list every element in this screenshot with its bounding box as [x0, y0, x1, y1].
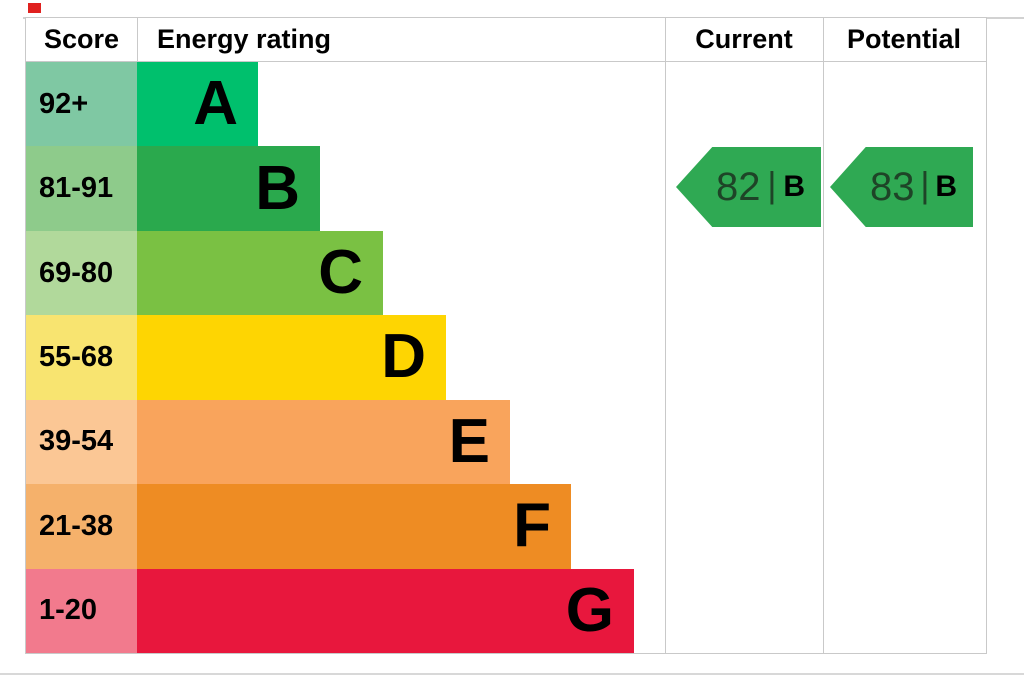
current-rating-value: 82 — [716, 164, 761, 209]
column-divider-potential — [823, 18, 824, 653]
band-letter: D — [381, 322, 426, 392]
band-score: 55-68 — [26, 315, 137, 400]
column-header-energy-rating: Energy rating — [157, 24, 332, 54]
horizontal-rule-bottom — [0, 673, 1024, 675]
badge-separator: | — [920, 164, 930, 205]
column-header-current: Current — [695, 24, 793, 54]
column-header-score: Score — [43, 24, 120, 54]
band-letter: A — [193, 69, 238, 139]
potential-rating-value: 83 — [870, 164, 915, 209]
band-letter: B — [255, 153, 300, 223]
band-bar: B — [137, 146, 320, 231]
band-row: 69-80 C — [26, 230, 665, 316]
band-bar: E — [137, 399, 510, 485]
band-score: 39-54 — [26, 399, 137, 485]
band-row: 55-68 D — [26, 315, 665, 400]
band-rows: 92+ A 81-91 B 69-80 C 55-68 D 39-54 E 21… — [26, 62, 665, 653]
band-score: 1-20 — [26, 568, 137, 653]
band-score: 81-91 — [26, 146, 137, 231]
potential-rating-badge: 83 | B — [830, 147, 973, 227]
table-header-row: Score Energy rating Current Potential — [26, 18, 986, 62]
band-bar: A — [137, 62, 258, 147]
band-bar: G — [137, 568, 634, 653]
band-bar: D — [137, 315, 446, 400]
band-score: 21-38 — [26, 484, 137, 569]
badge-separator: | — [767, 164, 777, 205]
band-letter: F — [513, 491, 551, 561]
band-row: 1-20 G — [26, 568, 665, 653]
band-row: 92+ A — [26, 62, 665, 147]
band-letter: E — [448, 406, 490, 476]
current-rating-badge: 82 | B — [676, 147, 821, 227]
red-marker — [28, 3, 41, 13]
epc-table: Score Energy rating Current Potential 92… — [25, 17, 987, 654]
column-divider-current — [665, 18, 666, 653]
band-letter: G — [565, 575, 614, 645]
band-bar: F — [137, 484, 571, 569]
band-bar: C — [137, 230, 383, 316]
band-row: 81-91 B — [26, 146, 665, 231]
potential-rating-band: B — [935, 170, 957, 203]
band-score: 92+ — [26, 62, 137, 147]
column-header-potential: Potential — [846, 24, 961, 54]
header-divider — [137, 18, 138, 61]
band-score: 69-80 — [26, 230, 137, 316]
band-row: 39-54 E — [26, 399, 665, 485]
band-letter: C — [318, 238, 363, 308]
band-row: 21-38 F — [26, 484, 665, 569]
current-rating-band: B — [783, 170, 805, 203]
